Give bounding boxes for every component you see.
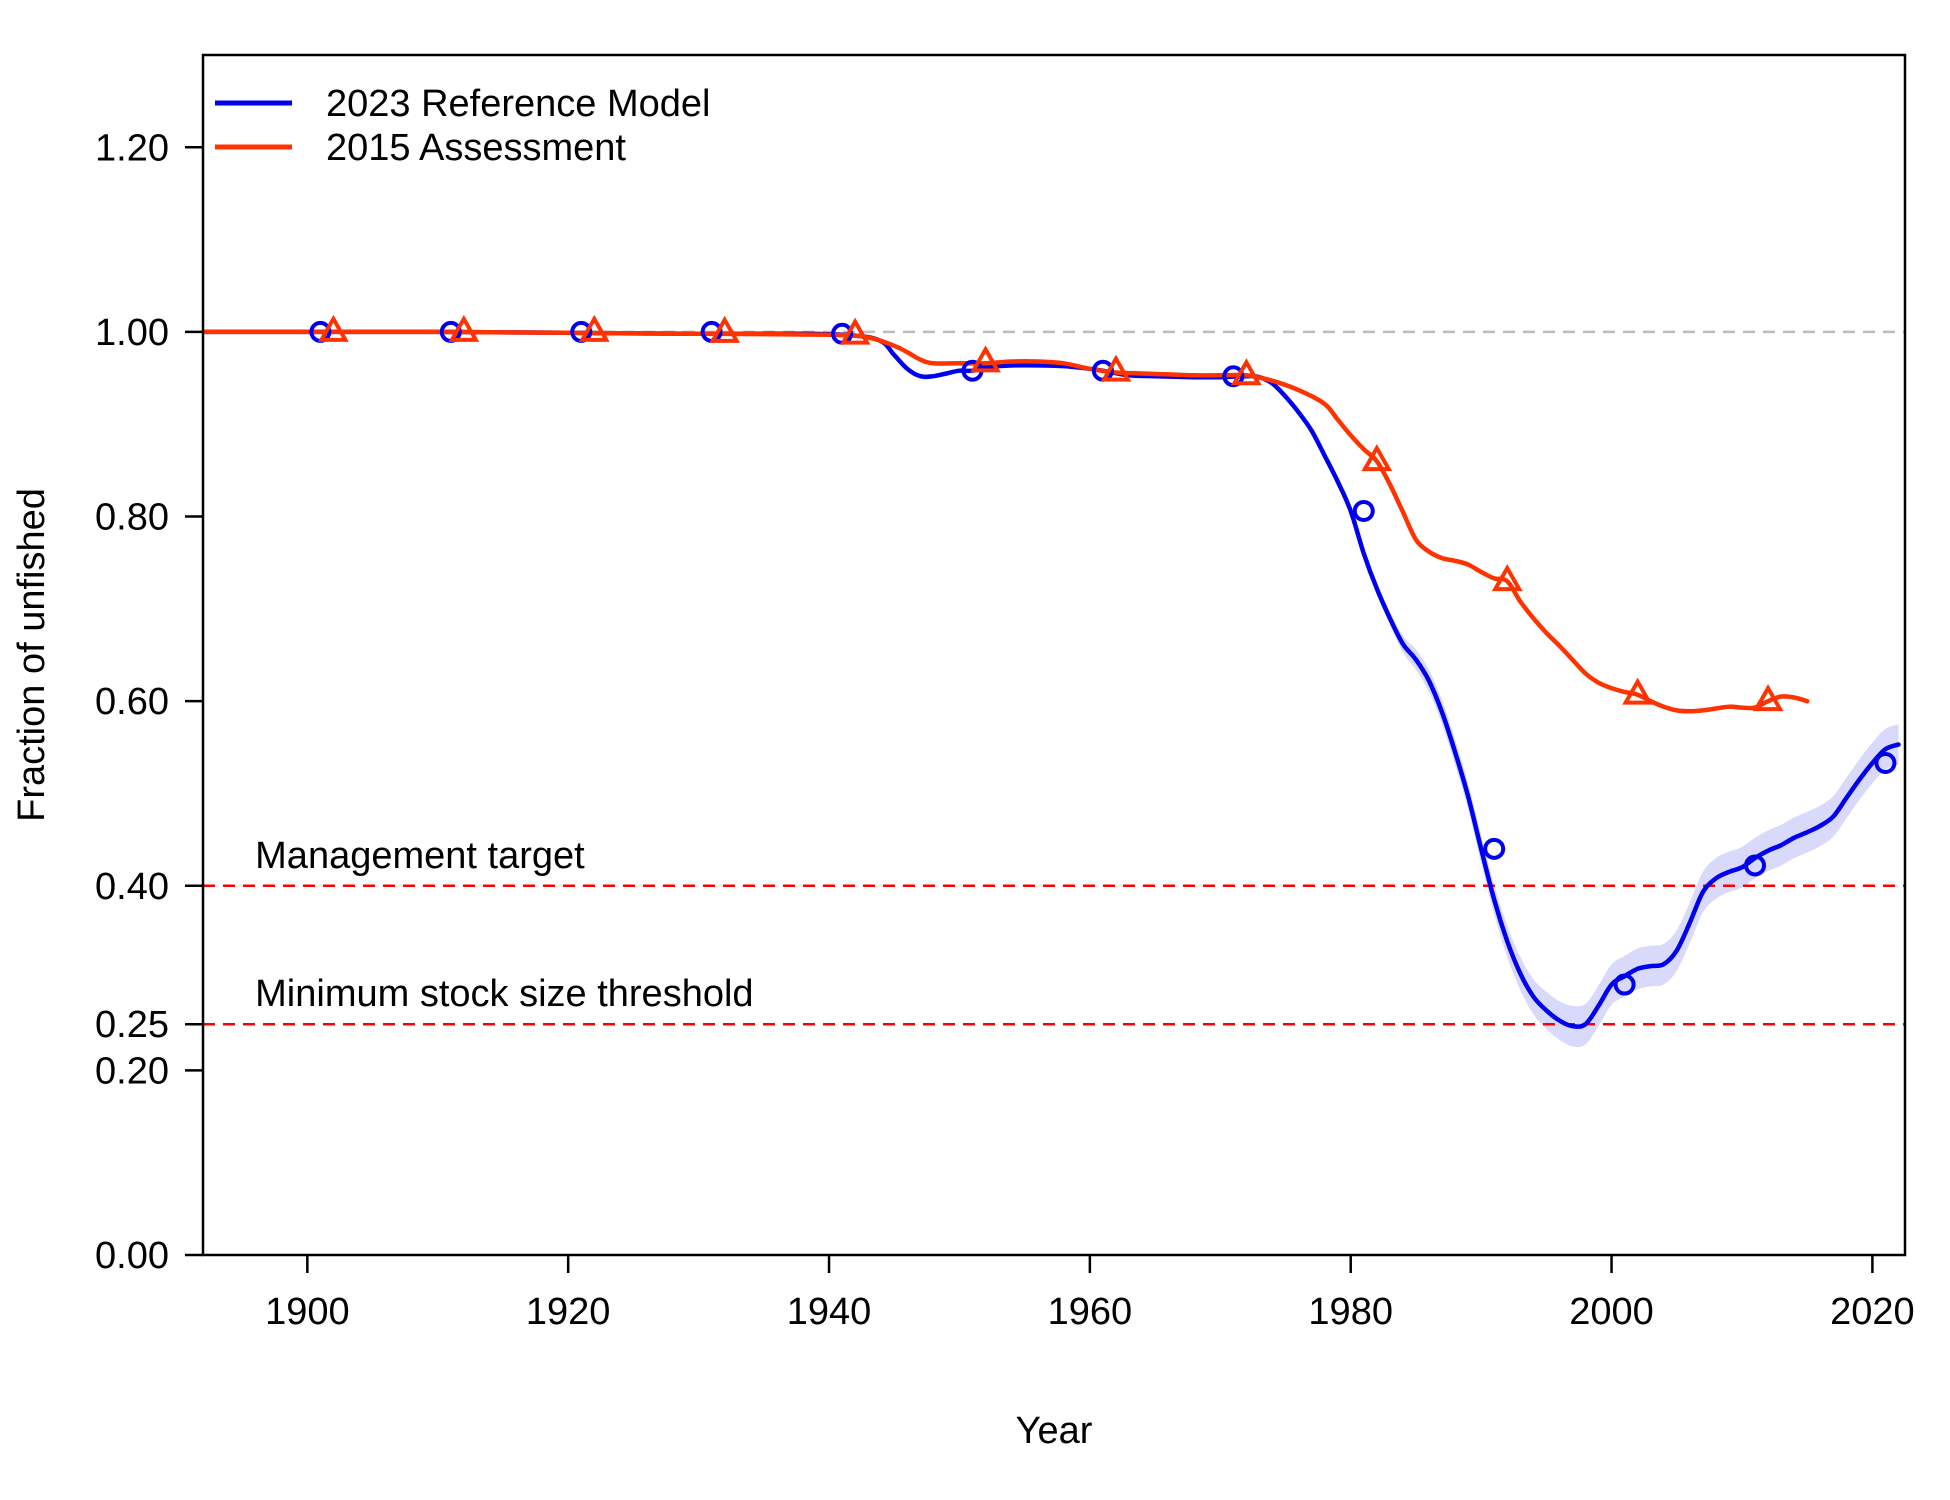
x-axis: 1900 1920 1940 1960 1980 2000 2020	[265, 1255, 1915, 1333]
y-axis: 0.00 0.200.25 0.40 0.60 0.80 1.00 1.20	[95, 127, 203, 1277]
series-0-point	[1483, 837, 1506, 860]
series-lines-layer	[203, 329, 1901, 1029]
y-tick-label: 0.40	[95, 866, 169, 908]
series-1-point	[578, 314, 610, 342]
series-1-point	[1491, 564, 1523, 592]
y-tick-label: 0.60	[95, 681, 169, 723]
plot-frame	[201, 53, 1907, 1257]
series-1-point	[317, 314, 349, 342]
y-tick-label: 0.00	[95, 1235, 169, 1277]
x-tick-label: 1980	[1308, 1291, 1393, 1333]
x-tick-label: 1940	[787, 1291, 872, 1333]
x-tick-label: 1960	[1048, 1291, 1133, 1333]
series-1-point	[1622, 677, 1654, 705]
series-0-point	[1352, 500, 1375, 522]
x-tick-label: 2020	[1830, 1291, 1915, 1333]
y-axis-label: Fraction of unfished	[11, 488, 53, 822]
series-1-point	[839, 317, 871, 345]
y-tick-label: 0.25	[95, 1004, 169, 1046]
series-1-point	[1230, 358, 1262, 386]
reference-line-label-1: Management target	[255, 835, 585, 877]
y-tick-label: 1.20	[95, 127, 169, 169]
legend-label-0: 2023 Reference Model	[326, 83, 710, 125]
series-1-point	[709, 315, 741, 343]
reference-line-label-2: Minimum stock size threshold	[255, 973, 753, 1015]
y-tick-label: 0.80	[95, 497, 169, 539]
reference-labels-layer: Management target Minimum stock size thre…	[255, 835, 753, 1015]
series-1-point	[1752, 684, 1784, 712]
series-markers-layer	[309, 314, 1897, 996]
series-1-line	[203, 329, 1810, 714]
x-tick-label: 1920	[526, 1291, 611, 1333]
series-1-point	[1361, 444, 1393, 472]
legend-label-1: 2015 Assessment	[326, 127, 626, 169]
series-1-point	[970, 345, 1001, 373]
y-tick-label: 0.20	[95, 1050, 169, 1092]
series-0-point	[1744, 854, 1767, 877]
x-tick-label: 2000	[1569, 1291, 1654, 1333]
series-0-point	[1613, 973, 1636, 996]
series-0-point	[1874, 752, 1897, 774]
series-1-point	[1100, 354, 1132, 382]
y-tick-label: 1.00	[95, 312, 169, 354]
series-0-line	[203, 329, 1901, 1029]
x-axis-label: Year	[1016, 1410, 1093, 1452]
series-1-point	[448, 314, 480, 342]
x-tick-label: 1900	[265, 1291, 350, 1333]
